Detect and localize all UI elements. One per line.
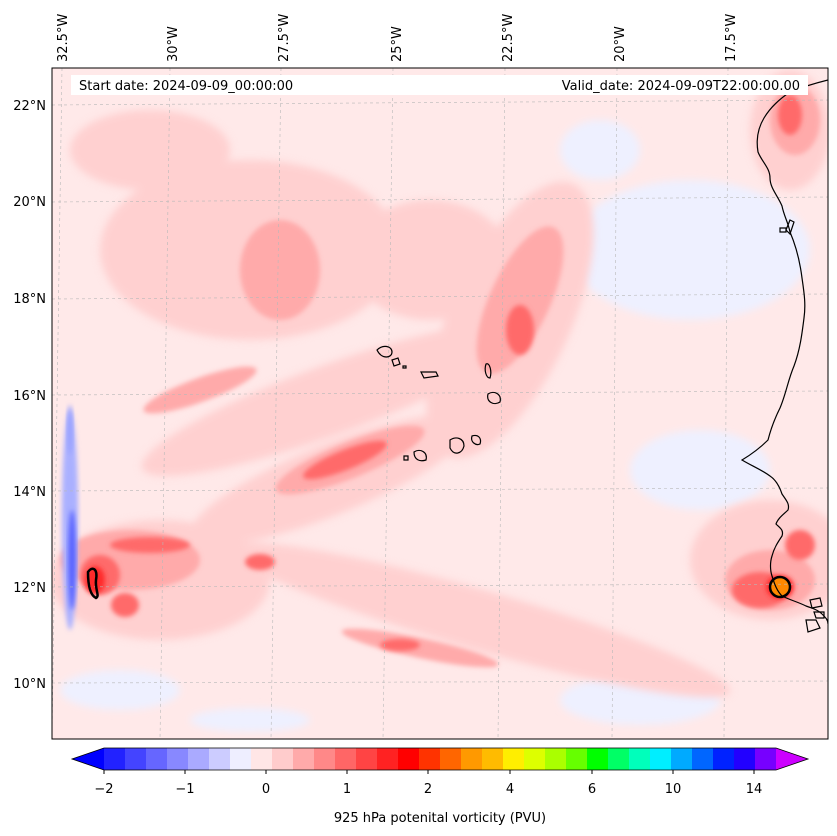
colorbar-bin bbox=[314, 748, 336, 770]
colorbar-bin bbox=[230, 748, 252, 770]
colorbar-bin bbox=[356, 748, 378, 770]
colorbar-bin bbox=[461, 748, 483, 770]
colorbar-tick-label: 2 bbox=[424, 782, 432, 797]
latitude-label: 16°N bbox=[13, 389, 46, 404]
colorbar-bin bbox=[125, 748, 147, 770]
colorbar-tick-label: −1 bbox=[175, 782, 194, 797]
colorbar-bin bbox=[734, 748, 756, 770]
colorbar-bin bbox=[377, 748, 399, 770]
colorbar-bin bbox=[188, 748, 210, 770]
colorbar-bin bbox=[398, 748, 420, 770]
colorbar-bin bbox=[482, 748, 504, 770]
latitude-labels: 22°N 20°N 18°N 16°N 14°N 12°N 10°N bbox=[13, 99, 46, 692]
colorbar-extend-min bbox=[72, 748, 104, 770]
colorbar-bin bbox=[440, 748, 462, 770]
colorbar-bin bbox=[293, 748, 315, 770]
pv-max-core bbox=[771, 578, 789, 596]
colorbar-bin bbox=[524, 748, 546, 770]
pv-near-zero-areas bbox=[60, 120, 810, 732]
pv-negative-strip bbox=[62, 405, 78, 630]
colorbar-tick-label: 6 bbox=[588, 782, 596, 797]
colorbar-bin bbox=[272, 748, 294, 770]
colorbar-bin bbox=[608, 748, 630, 770]
cape-verde-islands bbox=[376, 345, 501, 462]
colorbar-bin bbox=[755, 748, 777, 770]
colorbar-tick-label: −2 bbox=[94, 782, 113, 797]
longitude-labels: 32.5°W 30°W 27.5°W 25°W 22.5°W 20°W 17.5°W bbox=[56, 14, 739, 62]
colorbar-bin bbox=[713, 748, 735, 770]
date-banner bbox=[71, 75, 808, 95]
colorbar-tick-label: 14 bbox=[746, 782, 763, 797]
latitude-label: 20°N bbox=[13, 195, 46, 210]
colorbar-tick-label: 10 bbox=[665, 782, 682, 797]
start-date-label: Start date: 2024-09-09_00:00:00 bbox=[79, 79, 293, 94]
longitude-label: 30°W bbox=[166, 26, 181, 62]
colorbar-bin bbox=[671, 748, 693, 770]
map-frame bbox=[51, 67, 829, 740]
coastline bbox=[740, 79, 828, 633]
colorbar-bin bbox=[650, 748, 672, 770]
pv-field bbox=[52, 68, 828, 739]
gridlines bbox=[52, 68, 828, 739]
colorbar-label: 925 hPa potenital vorticity (PVU) bbox=[334, 811, 546, 826]
pv-contours bbox=[86, 567, 792, 600]
colorbar-bin bbox=[209, 748, 231, 770]
colorbar-tick-label: 4 bbox=[506, 782, 514, 797]
colorbar-bin bbox=[419, 748, 441, 770]
longitude-label: 22.5°W bbox=[501, 14, 516, 62]
longitude-label: 20°W bbox=[613, 26, 628, 62]
latitude-label: 10°N bbox=[13, 677, 46, 692]
colorbar-extend-max bbox=[776, 748, 808, 770]
longitude-label: 25°W bbox=[390, 26, 405, 62]
colorbar-ticks: −2 −1 0 1 2 4 6 10 14 bbox=[94, 770, 762, 797]
colorbar-tick-label: 0 bbox=[262, 782, 270, 797]
colorbar-bin bbox=[251, 748, 273, 770]
longitude-label: 27.5°W bbox=[277, 14, 292, 62]
longitude-label: 17.5°W bbox=[724, 14, 739, 62]
latitude-label: 12°N bbox=[13, 581, 46, 596]
colorbar-bin bbox=[545, 748, 567, 770]
valid-date-label: Valid_date: 2024-09-09T22:00:00.00 bbox=[562, 79, 800, 94]
colorbar-bin bbox=[587, 748, 609, 770]
latitude-label: 14°N bbox=[13, 485, 46, 500]
longitude-label: 32.5°W bbox=[56, 14, 71, 62]
latitude-label: 22°N bbox=[13, 99, 46, 114]
colorbar-bin bbox=[629, 748, 651, 770]
colorbar-bin bbox=[167, 748, 189, 770]
colorbar-bin bbox=[335, 748, 357, 770]
colorbar-bin bbox=[503, 748, 525, 770]
colorbar-bin bbox=[146, 748, 168, 770]
colorbar-bin bbox=[692, 748, 714, 770]
colorbar-tick-label: 1 bbox=[343, 782, 351, 797]
colorbar bbox=[70, 747, 810, 771]
colorbar-bin bbox=[104, 748, 126, 770]
latitude-label: 18°N bbox=[13, 292, 46, 307]
colorbar-bin bbox=[566, 748, 588, 770]
